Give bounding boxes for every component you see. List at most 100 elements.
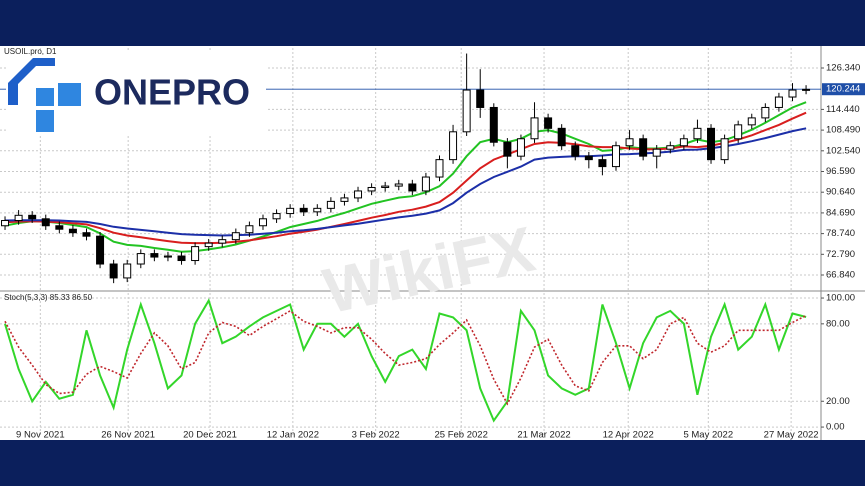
candle-body: [231, 232, 240, 241]
candle-body: [96, 235, 105, 265]
candle-body: [598, 159, 607, 168]
candle-body: [774, 96, 783, 108]
y-tick-label: 0.00: [826, 422, 845, 433]
candle-body: [150, 253, 159, 258]
x-tick-label: 12 Apr 2022: [603, 430, 654, 441]
candle-body: [734, 124, 743, 140]
candle-body: [136, 253, 145, 265]
candle-body: [191, 246, 200, 262]
candle-body: [435, 159, 444, 178]
candle-body: [679, 138, 688, 147]
candle-body: [245, 225, 254, 234]
candle-body: [367, 186, 376, 192]
y-tick-label: 66.840: [826, 270, 855, 281]
candle-body: [503, 141, 512, 157]
candle-body: [354, 190, 363, 199]
y-tick-label: 114.440: [826, 104, 860, 115]
plot: [0, 53, 821, 423]
y-tick-label: 102.540: [826, 145, 860, 156]
candle-body: [340, 197, 349, 202]
candle-body: [28, 214, 37, 220]
candle-body: [666, 145, 675, 150]
candle-body: [394, 183, 403, 187]
logo-text: ONEPRO: [94, 72, 250, 113]
x-tick-label: 25 Feb 2022: [435, 430, 488, 441]
candle-body: [476, 89, 485, 108]
candle-body: [14, 214, 23, 222]
x-tick-label: 27 May 2022: [764, 430, 819, 441]
y-tick-label: 72.790: [826, 249, 855, 260]
candle-body: [489, 106, 498, 143]
candle-body: [449, 131, 458, 161]
candle-body: [258, 218, 267, 227]
current-price-box: [822, 83, 865, 96]
candle-body: [544, 117, 553, 129]
logo-mark: [8, 58, 55, 105]
x-tick-label: 20 Dec 2021: [183, 430, 237, 441]
candle-body: [163, 255, 172, 258]
y-tick-label: 96.590: [826, 166, 855, 177]
indicator-line: [4, 309, 807, 406]
x-tick-label: 21 Mar 2022: [517, 430, 570, 441]
candle-body: [313, 207, 322, 213]
candle-body: [68, 228, 77, 234]
candle-body: [462, 89, 471, 133]
logo-square: [58, 83, 81, 106]
x-tick-label: 3 Feb 2022: [352, 430, 400, 441]
candle-body: [625, 138, 634, 147]
candle-body: [707, 127, 716, 161]
x-tick-label: 12 Jan 2022: [267, 430, 319, 441]
symbol-label: USOIL.pro, D1: [4, 47, 57, 56]
logo: ONEPRO: [6, 50, 266, 135]
indicator-line: [4, 298, 807, 423]
candle-body: [1, 220, 10, 227]
candle-body: [381, 185, 390, 188]
y-tick-label: 84.690: [826, 207, 855, 218]
candle-body: [55, 225, 64, 230]
y-tick-label: 90.640: [826, 187, 855, 198]
x-tick-label: 9 Nov 2021: [16, 430, 65, 441]
candle-body: [557, 127, 566, 147]
logo-square: [36, 88, 54, 106]
candle-body: [693, 127, 702, 140]
candle-body: [584, 155, 593, 161]
candle-body: [639, 138, 648, 157]
candle-body: [720, 138, 729, 161]
candle-body: [41, 218, 50, 227]
y-tick-label: 20.00: [826, 396, 850, 407]
candle-body: [326, 200, 335, 209]
candle-body: [788, 89, 797, 98]
candle-body: [652, 148, 661, 157]
y-tick-label: 108.490: [826, 125, 860, 136]
logo-square: [36, 110, 54, 132]
current-price-label: 120.244: [826, 84, 860, 95]
candle-body: [204, 242, 213, 248]
candle-body: [747, 117, 756, 126]
y-tick-label: 80.00: [826, 318, 850, 329]
grid: [0, 48, 824, 437]
x-tick-label: 5 May 2022: [683, 430, 733, 441]
candle-body: [571, 145, 580, 157]
candle-body: [421, 176, 430, 192]
candle-body: [272, 213, 281, 220]
candle-body: [802, 88, 811, 91]
candle-body: [177, 255, 186, 262]
y-tick-label: 100.00: [826, 293, 855, 304]
candle-body: [611, 145, 620, 168]
candle-body: [530, 117, 539, 140]
candle-body: [408, 183, 417, 192]
y-tick-label: 78.740: [826, 228, 855, 239]
candle-body: [286, 207, 295, 215]
x-tick-label: 26 Nov 2021: [101, 430, 155, 441]
indicator-label: Stoch(5,3,3) 85.33 86.50: [4, 293, 93, 302]
candle-body: [299, 207, 308, 213]
candle-body: [82, 232, 91, 237]
indicator-line: [4, 127, 807, 237]
y-tick-label: 126.340: [826, 63, 860, 74]
candle-body: [123, 263, 132, 279]
candle-body: [218, 239, 227, 244]
candle-body: [109, 263, 118, 279]
candle-body: [761, 106, 770, 119]
candle-body: [516, 138, 525, 157]
